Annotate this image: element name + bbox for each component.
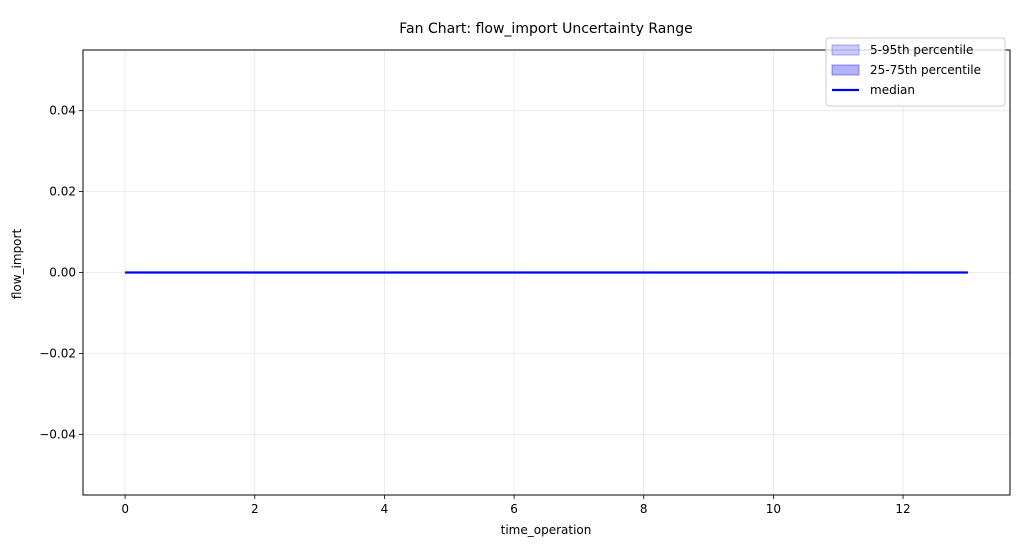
chart-title: Fan Chart: flow_import Uncertainty Range bbox=[399, 21, 692, 37]
x-tick-label: 0 bbox=[121, 502, 129, 516]
x-tick-label: 12 bbox=[895, 502, 910, 516]
legend-label: median bbox=[870, 83, 915, 97]
legend-swatch bbox=[831, 64, 860, 76]
y-tick-label: −0.02 bbox=[39, 346, 76, 360]
y-tick-label: 0.04 bbox=[49, 104, 76, 118]
x-tick-label: 6 bbox=[510, 502, 518, 516]
x-tick-label: 4 bbox=[381, 502, 389, 516]
legend-swatch bbox=[831, 44, 860, 56]
x-tick-label: 8 bbox=[640, 502, 648, 516]
y-tick-label: −0.04 bbox=[39, 427, 76, 441]
x-axis-ticks: 0 2 4 6 8 10 12 bbox=[121, 495, 911, 516]
y-tick-label: 0.02 bbox=[49, 185, 76, 199]
legend-label: 5-95th percentile bbox=[870, 43, 973, 57]
x-tick-label: 10 bbox=[766, 502, 781, 516]
x-tick-label: 2 bbox=[251, 502, 259, 516]
y-axis-ticks: −0.04 −0.02 0.00 0.02 0.04 bbox=[39, 104, 83, 441]
legend: 5-95th percentile 25-75th percentile media… bbox=[825, 37, 1006, 107]
legend-box bbox=[825, 37, 1006, 107]
legend-label: 25-75th percentile bbox=[870, 63, 981, 77]
y-tick-label: 0.00 bbox=[49, 266, 76, 280]
x-axis-label: time_operation bbox=[501, 523, 592, 537]
y-axis-label: flow_import bbox=[10, 229, 24, 300]
